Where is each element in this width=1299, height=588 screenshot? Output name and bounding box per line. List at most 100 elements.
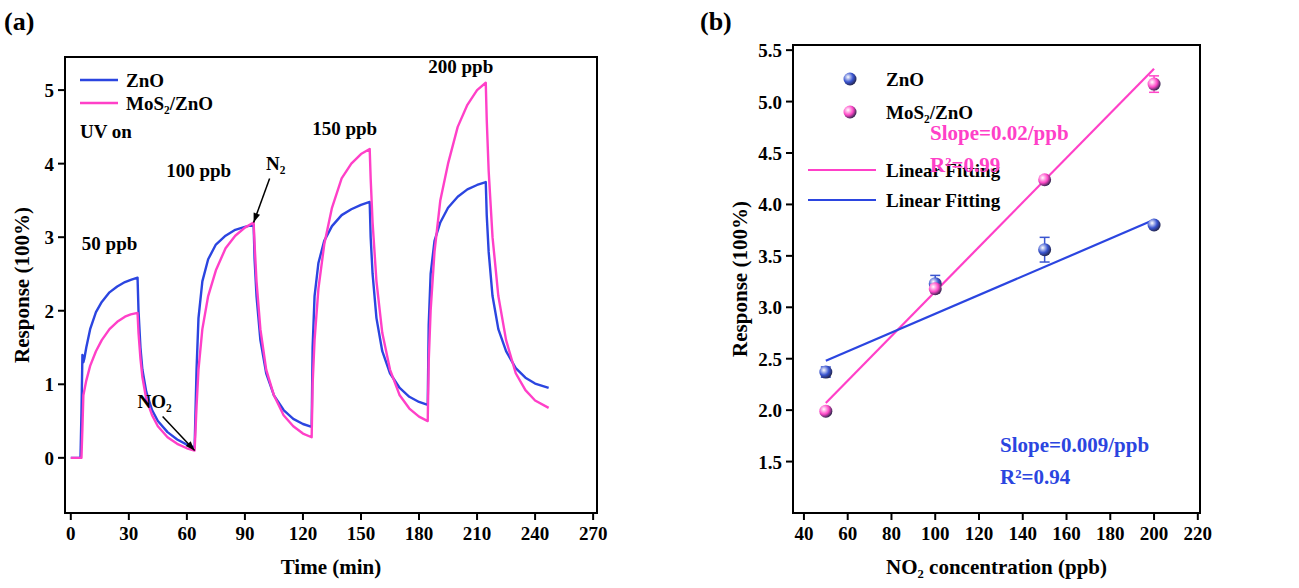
scatter-point bbox=[1148, 219, 1161, 232]
panel-label: (a) bbox=[4, 7, 34, 36]
y-tick-label: 5.0 bbox=[758, 92, 782, 113]
annotation: R²=0.99 bbox=[930, 153, 1000, 177]
arrow bbox=[254, 178, 270, 222]
error-cap bbox=[930, 275, 940, 277]
y-axis-label: Response (100%) bbox=[728, 201, 752, 357]
scatter-point bbox=[929, 282, 942, 295]
x-tick-label: 90 bbox=[235, 523, 254, 544]
x-tick-label: 240 bbox=[521, 523, 550, 544]
legend-swatch bbox=[808, 169, 876, 171]
x-tick-label: 180 bbox=[1096, 523, 1125, 544]
y-tick bbox=[786, 152, 793, 154]
legend-label: MoS₂/ZnO bbox=[126, 93, 213, 114]
legend-label: Linear Fitting bbox=[886, 190, 1001, 211]
annotation: 100 ppb bbox=[166, 160, 231, 181]
x-tick-label: 180 bbox=[405, 523, 434, 544]
panel-label: (b) bbox=[700, 7, 732, 36]
x-tick bbox=[847, 513, 849, 520]
x-tick-label: 60 bbox=[177, 523, 196, 544]
y-tick-label: 2.0 bbox=[758, 400, 782, 421]
y-tick-label: 1.5 bbox=[758, 452, 782, 473]
y-tick-label: 0 bbox=[45, 448, 55, 469]
arrow-head bbox=[254, 212, 260, 222]
error-cap bbox=[1040, 261, 1050, 263]
legend-label: ZnO bbox=[126, 70, 164, 91]
y-tick bbox=[786, 203, 793, 205]
x-tick bbox=[186, 513, 188, 520]
annotation: NO₂ bbox=[138, 391, 173, 412]
scatter-point bbox=[819, 366, 832, 379]
annotation: R²=0.94 bbox=[1000, 465, 1071, 489]
y-tick-label: 4.0 bbox=[758, 194, 782, 215]
x-tick bbox=[890, 513, 892, 520]
y-tick-label: 1 bbox=[45, 374, 55, 395]
legend-swatch bbox=[844, 73, 857, 86]
x-tick-label: 210 bbox=[463, 523, 492, 544]
annotation: 50 ppb bbox=[82, 233, 137, 254]
y-tick bbox=[786, 101, 793, 103]
y-tick bbox=[58, 310, 65, 312]
x-tick bbox=[302, 513, 304, 520]
x-tick bbox=[1066, 513, 1068, 520]
y-tick-label: 3 bbox=[45, 227, 55, 248]
arrow-head bbox=[186, 441, 195, 450]
legend-swatch bbox=[80, 102, 118, 104]
y-tick bbox=[786, 306, 793, 308]
y-tick bbox=[786, 358, 793, 360]
x-tick bbox=[934, 513, 936, 520]
data-area bbox=[819, 69, 1160, 418]
x-tick bbox=[1109, 513, 1111, 520]
y-tick-label: 4.5 bbox=[758, 143, 782, 164]
y-tick-label: 3.5 bbox=[758, 246, 782, 267]
x-tick-label: 140 bbox=[1009, 523, 1038, 544]
y-tick bbox=[786, 409, 793, 411]
background bbox=[0, 0, 1299, 588]
x-axis-label: Time (min) bbox=[281, 555, 382, 579]
data-area bbox=[71, 83, 549, 458]
x-axis-label: NO₂ concentration (ppb) bbox=[886, 555, 1107, 579]
scatter-point bbox=[819, 405, 832, 418]
x-tick bbox=[978, 513, 980, 520]
error-cap bbox=[1149, 75, 1159, 77]
x-tick-label: 40 bbox=[794, 523, 813, 544]
scatter-point bbox=[1038, 243, 1051, 256]
x-tick-label: 220 bbox=[1184, 523, 1213, 544]
y-tick bbox=[58, 236, 65, 238]
y-tick-label: 2.5 bbox=[758, 349, 782, 370]
x-tick-label: 0 bbox=[66, 523, 76, 544]
y-tick bbox=[58, 383, 65, 385]
y-tick-label: 2 bbox=[45, 301, 55, 322]
x-tick-label: 100 bbox=[921, 523, 950, 544]
x-tick bbox=[476, 513, 478, 520]
y-tick-label: 5 bbox=[45, 80, 55, 101]
y-axis-label: Response (100%) bbox=[10, 207, 34, 363]
x-tick-label: 30 bbox=[119, 523, 138, 544]
x-tick-label: 270 bbox=[579, 523, 608, 544]
annotation: N₂ bbox=[266, 153, 286, 174]
y-tick bbox=[58, 457, 65, 459]
x-tick-label: 120 bbox=[289, 523, 318, 544]
figure: 0306090120150180210240270012345(a)Time (… bbox=[0, 0, 1299, 588]
y-tick bbox=[58, 163, 65, 165]
x-tick-label: 60 bbox=[838, 523, 857, 544]
x-tick bbox=[534, 513, 536, 520]
scatter-point bbox=[1038, 173, 1051, 186]
x-tick bbox=[360, 513, 362, 520]
legend-swatch bbox=[808, 199, 876, 201]
series-line bbox=[71, 83, 549, 458]
x-tick bbox=[128, 513, 130, 520]
x-tick bbox=[1197, 513, 1199, 520]
legend-swatch bbox=[80, 79, 118, 81]
annotation: 200 ppb bbox=[428, 56, 493, 77]
error-cap bbox=[1040, 237, 1050, 239]
x-tick bbox=[418, 513, 420, 520]
error-cap bbox=[1149, 92, 1159, 94]
x-tick-label: 200 bbox=[1140, 523, 1169, 544]
y-tick bbox=[786, 255, 793, 257]
fit-line bbox=[826, 69, 1154, 403]
y-tick bbox=[786, 461, 793, 463]
panel-0: 0306090120150180210240270012345(a)Time (… bbox=[4, 7, 607, 579]
y-tick bbox=[58, 89, 65, 91]
x-tick bbox=[803, 513, 805, 520]
x-tick bbox=[1153, 513, 1155, 520]
